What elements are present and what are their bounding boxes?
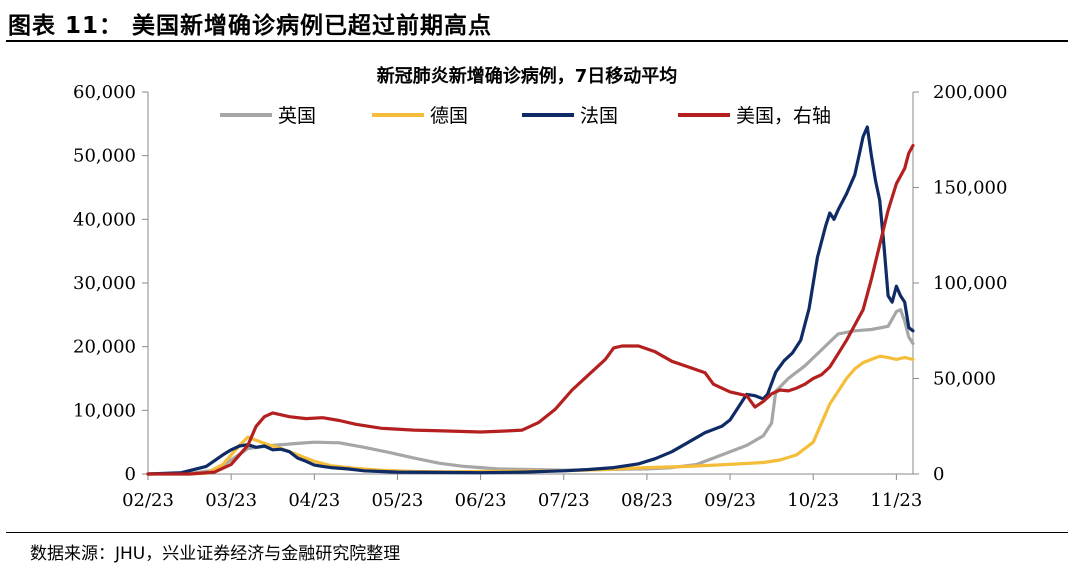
line-chart: 新冠肺炎新增确诊病例，7日移动平均 0 10,000 20,000 30,000 40,… — [73, 65, 1007, 511]
x-tick-label: 05/23 — [372, 490, 424, 511]
top-rule — [6, 40, 1068, 42]
right-y-tick-label: 150,000 — [933, 178, 1007, 199]
series-line-0 — [146, 308, 915, 476]
left-y-tick-label: 20,000 — [73, 337, 136, 358]
left-y-tick-label: 60,000 — [73, 82, 136, 103]
legend-label-0: 英国 — [278, 105, 316, 127]
x-tick-label: 04/23 — [288, 490, 340, 511]
x-tick-label: 11/23 — [870, 490, 922, 511]
left-y-tick-label: 10,000 — [73, 400, 136, 421]
chart-legend: 英国 德国 法国 美国，右轴 — [220, 105, 831, 127]
x-tick-label: 03/23 — [205, 490, 257, 511]
figure-title: 图表 11： 美国新增确诊病例已超过前期高点 — [8, 13, 493, 39]
chart-title: 新冠肺炎新增确诊病例，7日移动平均 — [377, 65, 678, 87]
x-tick-label: 02/23 — [122, 490, 174, 511]
legend-label-2: 法国 — [580, 105, 618, 127]
right-y-tick-label: 50,000 — [933, 369, 996, 390]
x-tick-label: 06/23 — [455, 490, 507, 511]
left-y-tick-label: 50,000 — [73, 146, 136, 167]
left-y-tick-label: 40,000 — [73, 209, 136, 230]
right-y-tick-label: 200,000 — [933, 82, 1007, 103]
series-line-1 — [146, 354, 915, 476]
chart-series-lines — [146, 125, 915, 476]
right-y-tick-label: 100,000 — [933, 273, 1007, 294]
chart-axes: 0 10,000 20,000 30,000 40,000 50,000 60,000 0 50… — [73, 82, 1007, 511]
x-tick-label: 09/23 — [704, 490, 756, 511]
left-y-tick-label: 0 — [125, 464, 136, 485]
right-y-tick-label: 0 — [933, 464, 944, 485]
left-y-tick-label: 30,000 — [73, 273, 136, 294]
legend-label-3: 美国，右轴 — [736, 105, 831, 127]
series-line-3 — [146, 143, 915, 476]
series-line-2 — [146, 125, 915, 476]
source-note: 数据来源：JHU，兴业证券经济与金融研究院整理 — [30, 544, 401, 564]
x-tick-label: 08/23 — [621, 490, 673, 511]
legend-label-1: 德国 — [430, 105, 468, 127]
x-tick-label: 10/23 — [787, 490, 839, 511]
bottom-rule — [6, 532, 1068, 533]
x-tick-label: 07/23 — [538, 490, 590, 511]
